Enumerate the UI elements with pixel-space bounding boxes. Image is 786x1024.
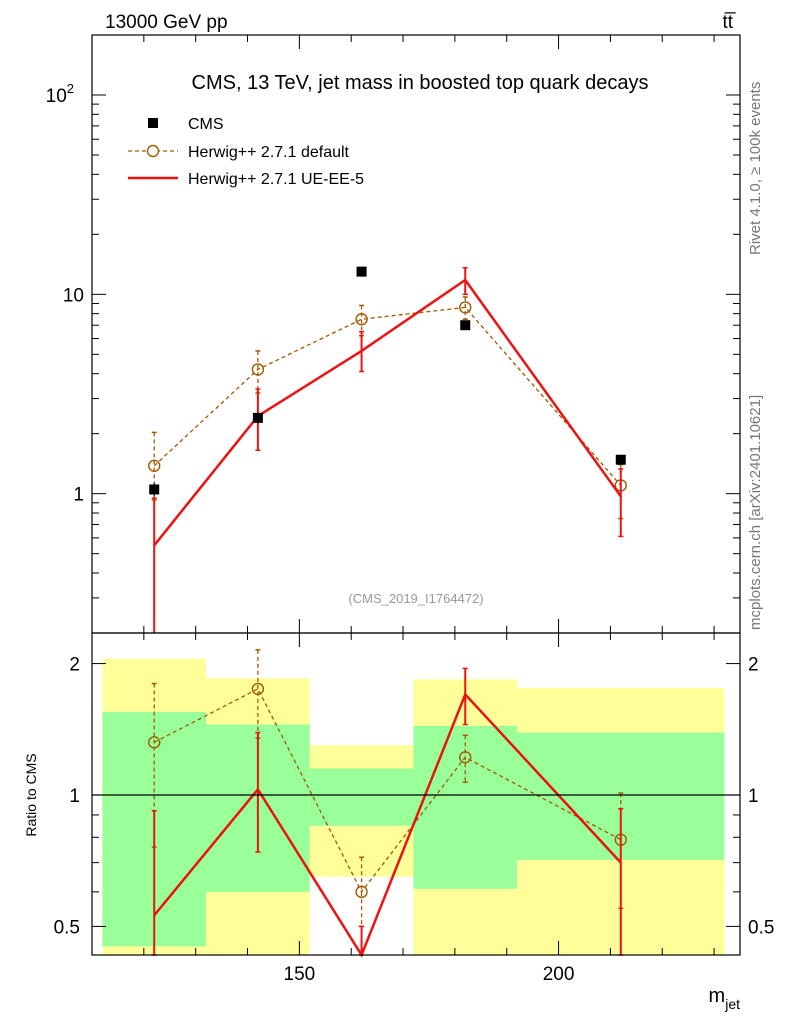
herwig-default-line: [153, 306, 622, 486]
main-watermark: (CMS_2019_I1764472): [348, 591, 483, 606]
ratio-xlabel: mjet: [709, 985, 741, 1012]
ratio-y-tick-label-left: 0.5: [54, 917, 80, 938]
ratio-herwig-default-point: [355, 885, 368, 899]
y-tick-label: 102: [46, 81, 74, 107]
ratio-x-tick-label: 150: [284, 964, 316, 985]
header-right-label: tt̅: [722, 12, 736, 33]
ratio-panel: 0.5 0.5 1 1 2 2 150 200 Ratio to CMS mjet: [23, 632, 774, 1012]
legend-default-marker: [146, 144, 160, 158]
herwig-ueee5-line: [153, 278, 622, 547]
legend-default-label: Herwig++ 2.7.1 default: [188, 144, 350, 161]
herwig-default-point: [355, 313, 368, 326]
y-tick-label-base: 10: [46, 86, 67, 107]
ratio-herwig-default-point: [251, 682, 265, 696]
y-tick-label: 1: [73, 485, 84, 506]
ratio-y-tick-label-left: 2: [69, 655, 80, 676]
herwig-default-point: [251, 363, 265, 376]
ratio-xlabel-sub: jet: [724, 996, 740, 1012]
ratio-y-tick-label-left: 1: [69, 786, 80, 807]
rivet-label: Rivet 4.1.0, ≥ 100k events: [747, 82, 764, 255]
ratio-herwig-default-point: [459, 751, 472, 764]
ratio-y-tick-label-right: 2: [748, 655, 759, 676]
herwig-default-point: [459, 301, 472, 314]
ratio-x-tick-label: 200: [543, 964, 575, 985]
ratio-band-inner: [309, 768, 414, 826]
legend-cms-marker: [148, 118, 158, 128]
legend-ueee5-label: Herwig++ 2.7.1 UE-EE-5: [188, 171, 364, 188]
ratio-plot-frame: [91, 632, 741, 956]
legend: CMS Herwig++ 2.7.1 default Herwig++ 2.7.…: [128, 116, 364, 188]
source-label: mcplots.cern.ch [arXiv:2401.10621]: [747, 395, 764, 630]
main-title: CMS, 13 TeV, jet mass in boosted top qua…: [192, 72, 649, 94]
y-tick-label-exponent: 2: [67, 81, 74, 96]
ratio-xlabel-main: m: [709, 985, 726, 1007]
ratio-y-tick-label-right: 1: [748, 786, 759, 807]
header-left-label: 13000 GeV pp: [105, 12, 228, 33]
y-tick-label: 10: [63, 285, 84, 306]
ratio-ylabel: Ratio to CMS: [23, 753, 39, 836]
legend-cms-label: CMS: [188, 116, 224, 133]
ratio-y-tick-label-right: 0.5: [748, 917, 774, 938]
herwig-default-point: [148, 459, 161, 472]
ratio-herwig-default-line: [153, 688, 622, 894]
ratio-herwig-default-point: [148, 736, 161, 749]
